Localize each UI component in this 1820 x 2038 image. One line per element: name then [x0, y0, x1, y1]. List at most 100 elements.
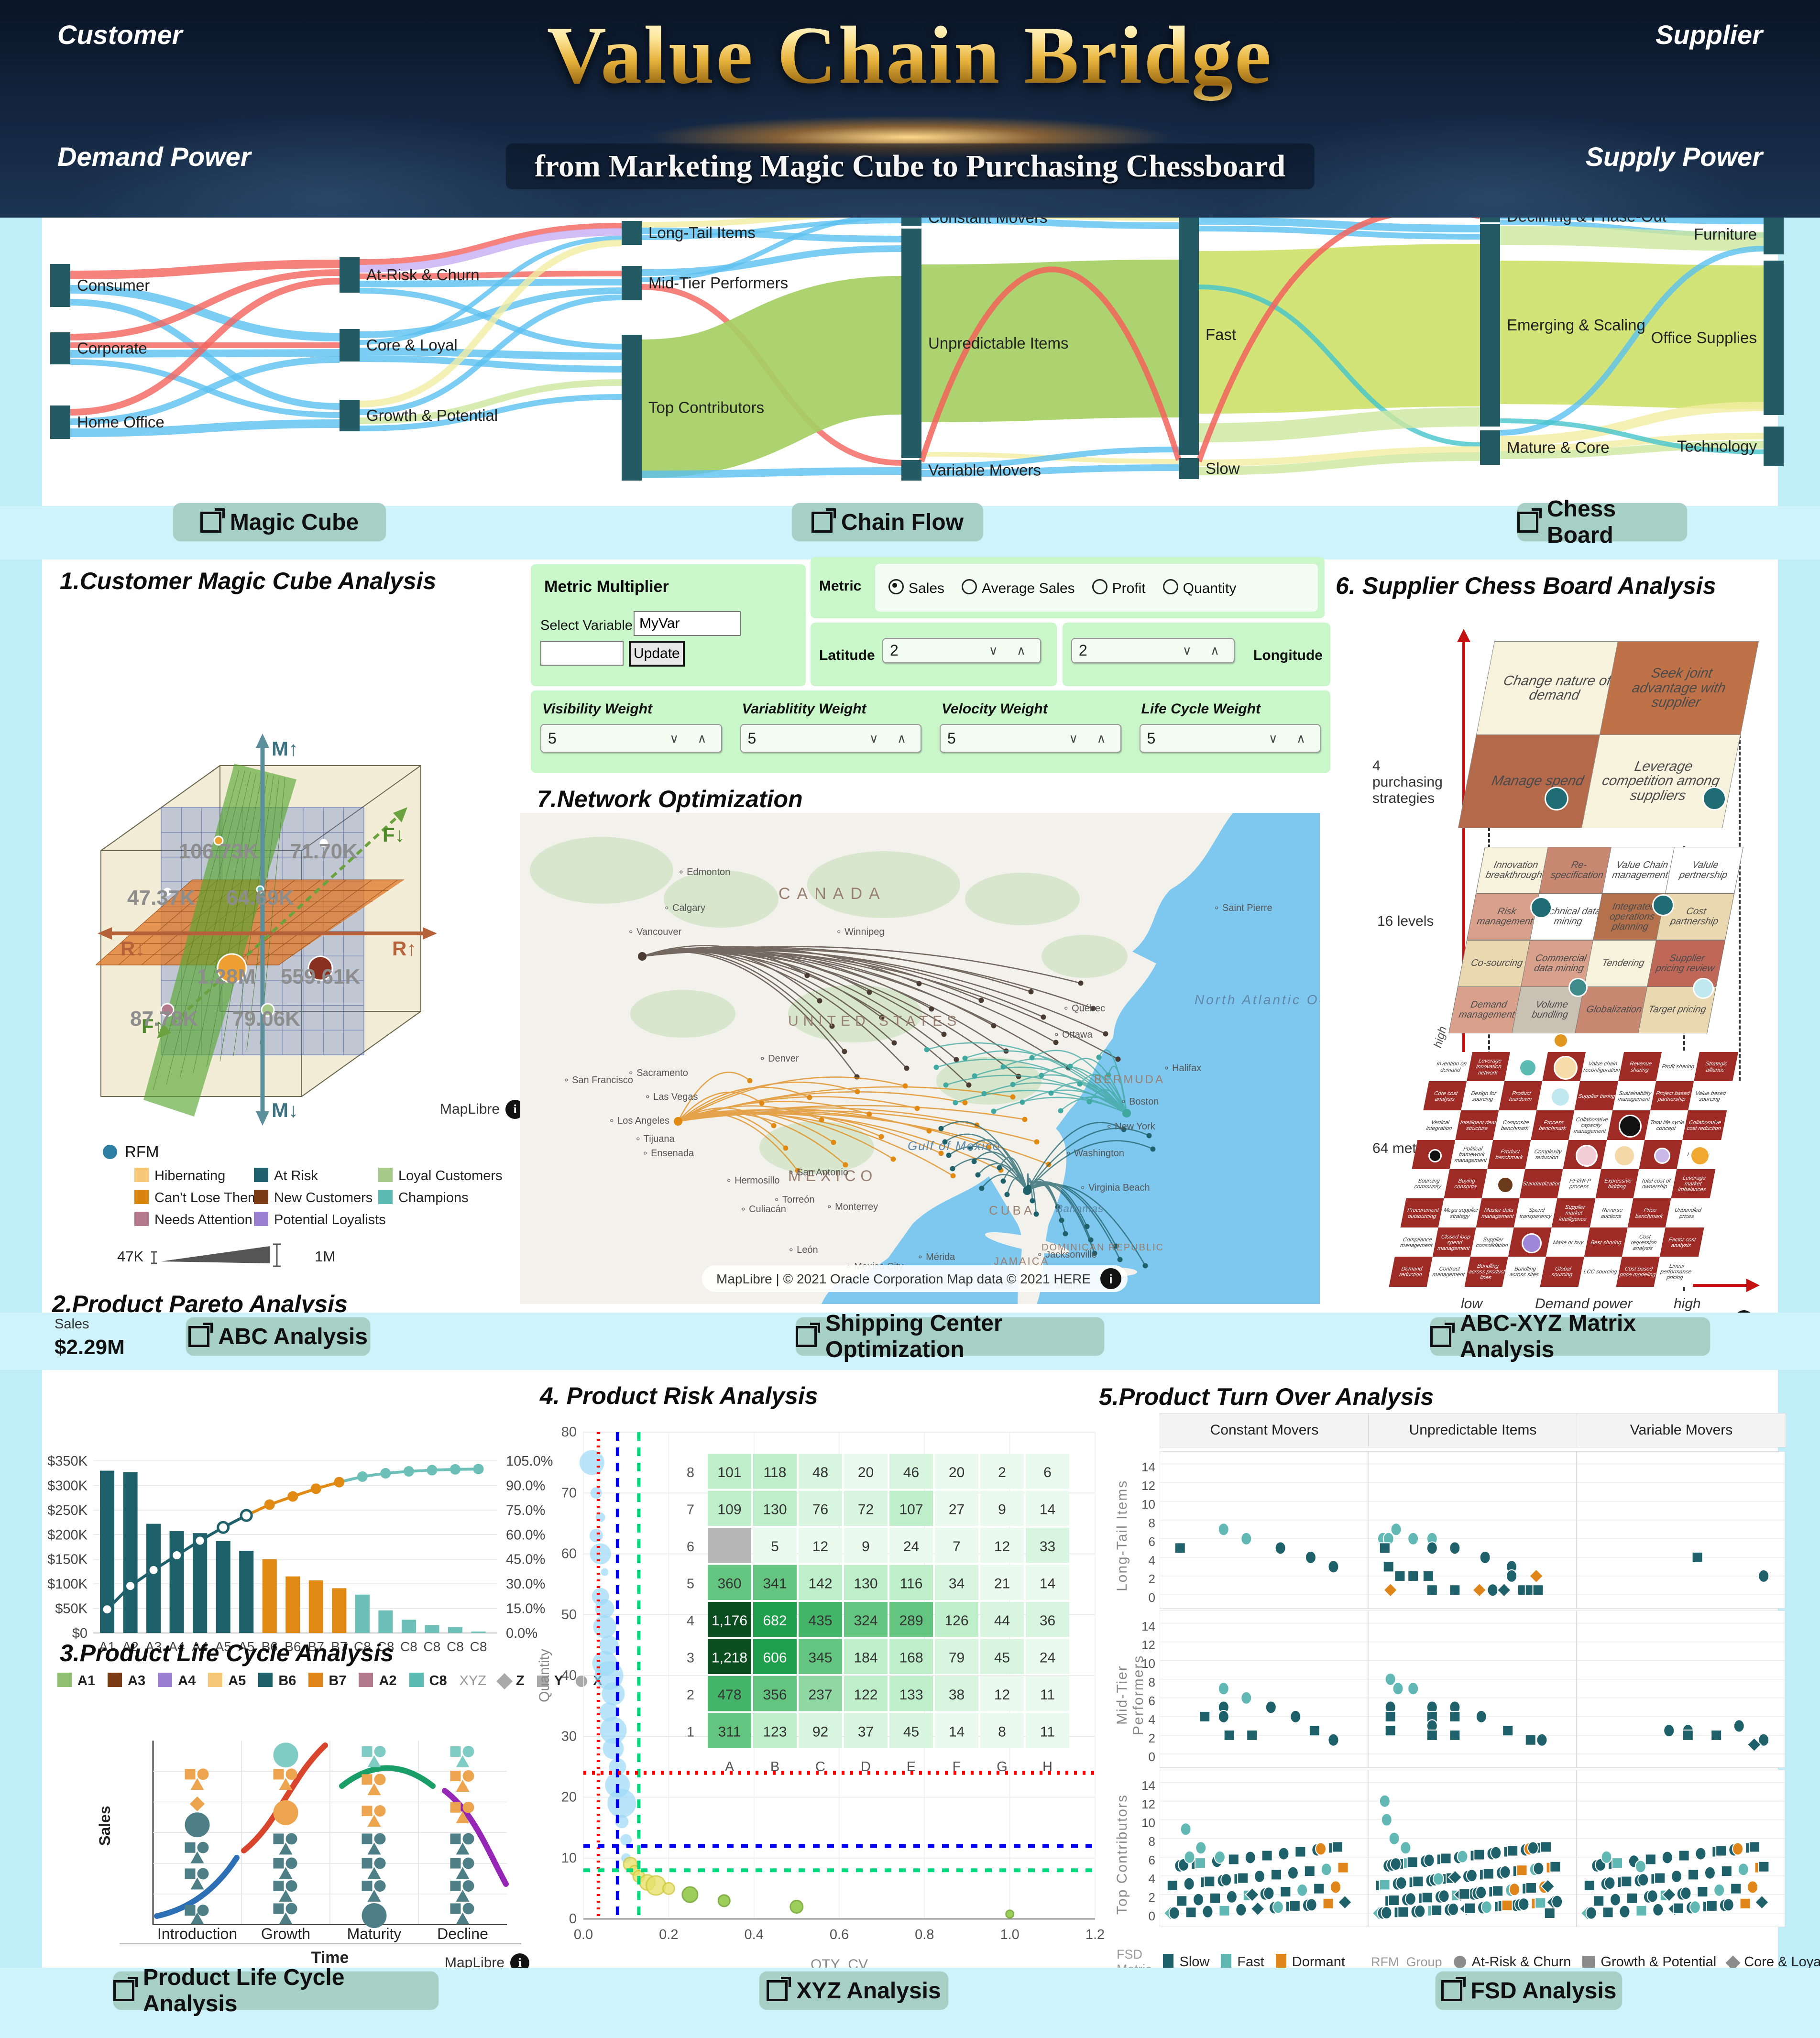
- method-cell[interactable]: Product teardown: [1499, 1081, 1544, 1112]
- turnover-panel[interactable]: [1368, 1451, 1577, 1609]
- pareto-bar[interactable]: [355, 1594, 370, 1633]
- nav-button-fsd-analysis[interactable]: FSD Analysis: [1436, 1972, 1622, 2010]
- method-cell[interactable]: Cost regression analysis: [1621, 1227, 1667, 1258]
- metric-option-average-sales[interactable]: Average Sales: [962, 579, 1075, 597]
- metric-option-sales[interactable]: Sales: [888, 579, 944, 597]
- method-cell[interactable]: Complexity reduction: [1525, 1140, 1570, 1170]
- pareto-point[interactable]: [217, 1521, 230, 1534]
- sankey-node[interactable]: [622, 221, 642, 245]
- sankey-node[interactable]: [1179, 218, 1199, 455]
- risk-heat-cell[interactable]: [980, 1639, 1024, 1675]
- risk-heat-cell[interactable]: [844, 1639, 888, 1675]
- method-cell[interactable]: Supplier market intelligence: [1551, 1198, 1596, 1228]
- magic-cube-viz[interactable]: M↑ M↓ R↓ R↑ F↓ F↑ 106.73K 71.70K 47.37K 64.69K 1.2…: [96, 727, 469, 1129]
- risk-heat-cell[interactable]: [889, 1528, 933, 1563]
- method-cell[interactable]: Contract management: [1426, 1257, 1471, 1287]
- sankey-flow[interactable]: [359, 223, 622, 265]
- risk-heat-cell[interactable]: [799, 1713, 842, 1749]
- risk-heat-cell[interactable]: [1026, 1639, 1069, 1675]
- level-cell[interactable]: Valule pertnership: [1665, 847, 1743, 894]
- sankey-flow[interactable]: [359, 271, 622, 279]
- method-cell[interactable]: Buying consortia: [1444, 1169, 1489, 1199]
- sankey-flow[interactable]: [921, 218, 1179, 229]
- turnover-panel[interactable]: [1577, 1611, 1786, 1768]
- sankey-flow[interactable]: [359, 236, 622, 345]
- sankey-node[interactable]: [340, 329, 360, 362]
- risk-heat-cell[interactable]: [844, 1528, 888, 1563]
- risk-heat-cell[interactable]: [980, 1454, 1024, 1489]
- sankey-node[interactable]: [50, 332, 70, 364]
- pareto-bar[interactable]: [332, 1588, 347, 1633]
- risk-heat-cell[interactable]: [935, 1565, 978, 1600]
- sankey-flow[interactable]: [1198, 218, 1480, 232]
- pareto-bar[interactable]: [216, 1541, 230, 1633]
- sankey-node[interactable]: [1480, 224, 1500, 427]
- sankey-flow[interactable]: [921, 464, 1179, 477]
- pareto-point[interactable]: [287, 1491, 298, 1502]
- sankey-flow[interactable]: [70, 269, 340, 340]
- method-cell[interactable]: Linear performance pricing: [1654, 1257, 1699, 1287]
- pareto-point[interactable]: [264, 1499, 275, 1510]
- method-cell[interactable]: Supplier tiering: [1574, 1081, 1619, 1112]
- sankey-node[interactable]: [1480, 218, 1500, 222]
- sankey-flow[interactable]: [359, 228, 622, 273]
- sankey-node[interactable]: [340, 257, 360, 293]
- nav-button-chess-board[interactable]: Chess Board: [1517, 496, 1687, 548]
- method-cell[interactable]: Price benchmark: [1627, 1198, 1672, 1228]
- pareto-point[interactable]: [170, 1548, 184, 1562]
- risk-heat-cell[interactable]: [935, 1490, 978, 1526]
- risk-heat-cell[interactable]: [844, 1565, 888, 1600]
- method-cell[interactable]: Supplier consolidation: [1470, 1227, 1515, 1258]
- risk-heat-cell[interactable]: [708, 1639, 751, 1675]
- pareto-point[interactable]: [240, 1509, 253, 1522]
- weight-stepper[interactable]: 5 ∨ ∧: [540, 724, 722, 753]
- weight-stepper[interactable]: 5 ∨ ∧: [940, 724, 1121, 753]
- turnover-panel[interactable]: [1160, 1770, 1369, 1927]
- risk-heat-cell[interactable]: [980, 1490, 1024, 1526]
- risk-heat-cell[interactable]: [889, 1490, 933, 1526]
- sankey-flow[interactable]: [359, 379, 622, 424]
- pareto-point[interactable]: [334, 1477, 345, 1488]
- sankey-flow[interactable]: [1500, 433, 1764, 452]
- method-cell[interactable]: Product benchmark: [1487, 1140, 1532, 1170]
- sankey-flow[interactable]: [1500, 402, 1764, 446]
- sankey-flow[interactable]: [1196, 218, 1480, 463]
- pareto-point[interactable]: [147, 1563, 160, 1577]
- method-cell[interactable]: Invention on demand: [1428, 1052, 1473, 1082]
- method-cell[interactable]: Total life cycle concept: [1644, 1110, 1689, 1141]
- sankey-flow[interactable]: [641, 218, 902, 282]
- method-cell[interactable]: Demand reduction: [1389, 1257, 1434, 1287]
- chain-flow-sankey[interactable]: Consumer Corporate Home Office At-Risk & Ch…: [0, 218, 1820, 507]
- pareto-bar[interactable]: [169, 1531, 184, 1633]
- method-cell[interactable]: Procurement outsourcing: [1400, 1198, 1445, 1228]
- risk-heat-cell[interactable]: [889, 1602, 933, 1637]
- sankey-node[interactable]: [1764, 427, 1784, 466]
- sankey-flow[interactable]: [641, 467, 902, 478]
- risk-heat-cell[interactable]: [708, 1454, 751, 1489]
- sankey-node[interactable]: [901, 460, 921, 481]
- sankey-flow[interactable]: [1198, 244, 1480, 414]
- risk-heat-cell[interactable]: [889, 1565, 933, 1600]
- method-cell[interactable]: Profit sharing: [1656, 1052, 1700, 1082]
- risk-heat-cell[interactable]: [753, 1454, 797, 1489]
- pareto-bar[interactable]: [471, 1631, 486, 1633]
- method-cell[interactable]: Expressive bidding: [1595, 1169, 1640, 1199]
- sankey-flow[interactable]: [70, 349, 340, 358]
- turnover-panel[interactable]: [1160, 1451, 1369, 1609]
- risk-chart[interactable]: 0 10 20 30 40 50 60 70 80 0.0 0.2 0.4 0.6 0.8 1.0 1.2 Qu…: [536, 1411, 1109, 1975]
- risk-heat-cell[interactable]: [799, 1565, 842, 1600]
- strategy-cell[interactable]: Seek joint advantage with supplier: [1599, 641, 1759, 735]
- method-cell[interactable]: Core cost analysis: [1423, 1081, 1468, 1112]
- sankey-node[interactable]: [901, 229, 921, 458]
- method-cell[interactable]: Design for sourcing: [1460, 1081, 1506, 1112]
- method-cell[interactable]: Spend transparency: [1513, 1198, 1558, 1228]
- pareto-bar[interactable]: [285, 1576, 300, 1633]
- sankey-flow[interactable]: [641, 218, 901, 228]
- method-cell[interactable]: Closed loop spend management: [1432, 1227, 1477, 1258]
- sankey-node[interactable]: [340, 400, 360, 431]
- risk-heat-cell[interactable]: [1026, 1490, 1069, 1526]
- risk-heat-cell[interactable]: [844, 1713, 888, 1749]
- weight-stepper[interactable]: 5 ∨ ∧: [740, 724, 921, 753]
- weight-stepper[interactable]: 5 ∨ ∧: [1139, 724, 1321, 753]
